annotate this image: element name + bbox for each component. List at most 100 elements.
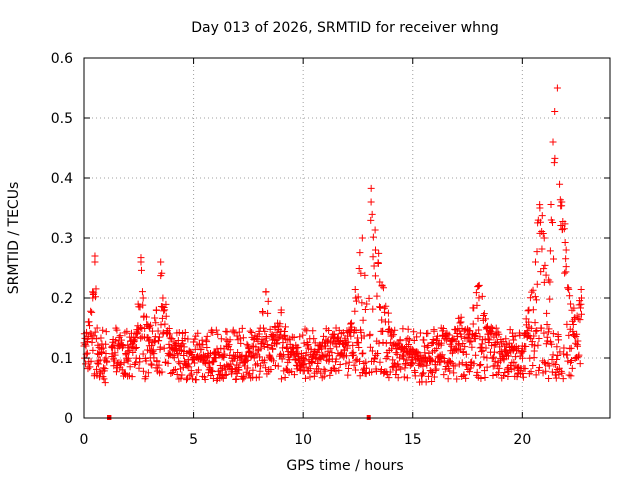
data-point: [269, 345, 277, 353]
data-point: [139, 350, 147, 358]
data-point: [363, 300, 371, 308]
data-point: [89, 294, 97, 302]
data-point: [566, 292, 574, 300]
data-point: [262, 288, 270, 296]
data-point: [477, 375, 485, 383]
data-point: [183, 376, 191, 384]
data-point: [161, 320, 169, 328]
data-point: [433, 345, 441, 353]
data-point: [326, 345, 334, 353]
data-point: [127, 329, 135, 337]
data-point: [497, 357, 505, 365]
data-point: [94, 350, 102, 358]
data-point: [560, 350, 568, 358]
data-point: [385, 374, 393, 382]
data-point: [533, 248, 541, 256]
data-point: [281, 374, 289, 382]
data-point: [357, 269, 365, 277]
data-point: [125, 347, 133, 355]
data-point: [485, 336, 493, 344]
data-point: [352, 357, 360, 365]
data-point: [511, 332, 519, 340]
data-point: [124, 354, 132, 362]
data-point: [281, 331, 289, 339]
data-point: [475, 282, 482, 290]
data-point: [277, 375, 285, 383]
data-point: [555, 336, 563, 344]
data-point: [235, 328, 243, 336]
data-point: [100, 375, 108, 383]
data-point: [83, 349, 91, 357]
data-point: [490, 348, 498, 356]
data-point: [158, 269, 166, 277]
data-point: [128, 373, 136, 381]
data-point: [153, 358, 161, 366]
data-point: [428, 377, 436, 385]
data-point: [540, 329, 548, 337]
data-point: [116, 332, 124, 340]
data-point: [471, 335, 479, 343]
data-point: [268, 336, 276, 344]
data-point: [264, 297, 272, 305]
data-point: [478, 340, 486, 348]
data-point: [376, 358, 384, 366]
data-point: [284, 336, 292, 344]
data-point: [136, 323, 144, 331]
data-point: [344, 364, 352, 372]
y-tick-label: 0.6: [51, 51, 73, 67]
data-point: [394, 374, 402, 382]
data-point: [482, 315, 490, 323]
data-point: [256, 353, 264, 361]
data-point: [175, 329, 183, 337]
data-point: [378, 282, 386, 290]
data-point: [352, 294, 360, 302]
data-point: [278, 355, 286, 363]
data-point: [366, 330, 374, 338]
data-point: [261, 337, 269, 345]
data-point: [347, 332, 355, 340]
data-point: [475, 281, 483, 289]
data-point: [301, 325, 309, 333]
data-point: [93, 324, 101, 332]
data-point: [214, 330, 222, 338]
data-point: [481, 374, 489, 382]
data-point: [519, 373, 527, 381]
data-point: [170, 354, 178, 362]
data-point: [293, 348, 301, 356]
data-point: [170, 366, 178, 374]
data-point: [301, 374, 309, 382]
data-point: [368, 347, 376, 355]
data-point: [308, 359, 316, 367]
data-point: [288, 333, 296, 341]
data-point: [556, 180, 564, 188]
data-point: [338, 351, 346, 359]
data-point: [155, 337, 163, 345]
data-point: [123, 327, 131, 335]
data-point: [459, 349, 467, 357]
data-point: [410, 337, 418, 345]
data-point: [519, 347, 527, 355]
data-point: [133, 330, 141, 338]
data-point: [203, 332, 211, 340]
data-point: [119, 342, 127, 350]
data-point: [577, 300, 585, 308]
data-point: [203, 338, 211, 346]
data-point: [91, 258, 99, 266]
data-point: [90, 289, 98, 297]
data-point: [144, 369, 152, 377]
data-point: [139, 294, 147, 302]
data-point: [367, 216, 375, 224]
data-point: [561, 269, 569, 277]
data-point: [257, 362, 265, 370]
data-point: [527, 324, 535, 332]
data-point: [545, 325, 553, 333]
data-point: [466, 338, 474, 346]
data-point: [578, 294, 586, 302]
data-point: [519, 370, 527, 378]
data-point: [543, 321, 551, 329]
data-point: [325, 326, 333, 334]
data-point: [528, 288, 536, 296]
data-point: [183, 362, 191, 370]
data-point: [115, 336, 123, 344]
data-point: [194, 329, 202, 337]
